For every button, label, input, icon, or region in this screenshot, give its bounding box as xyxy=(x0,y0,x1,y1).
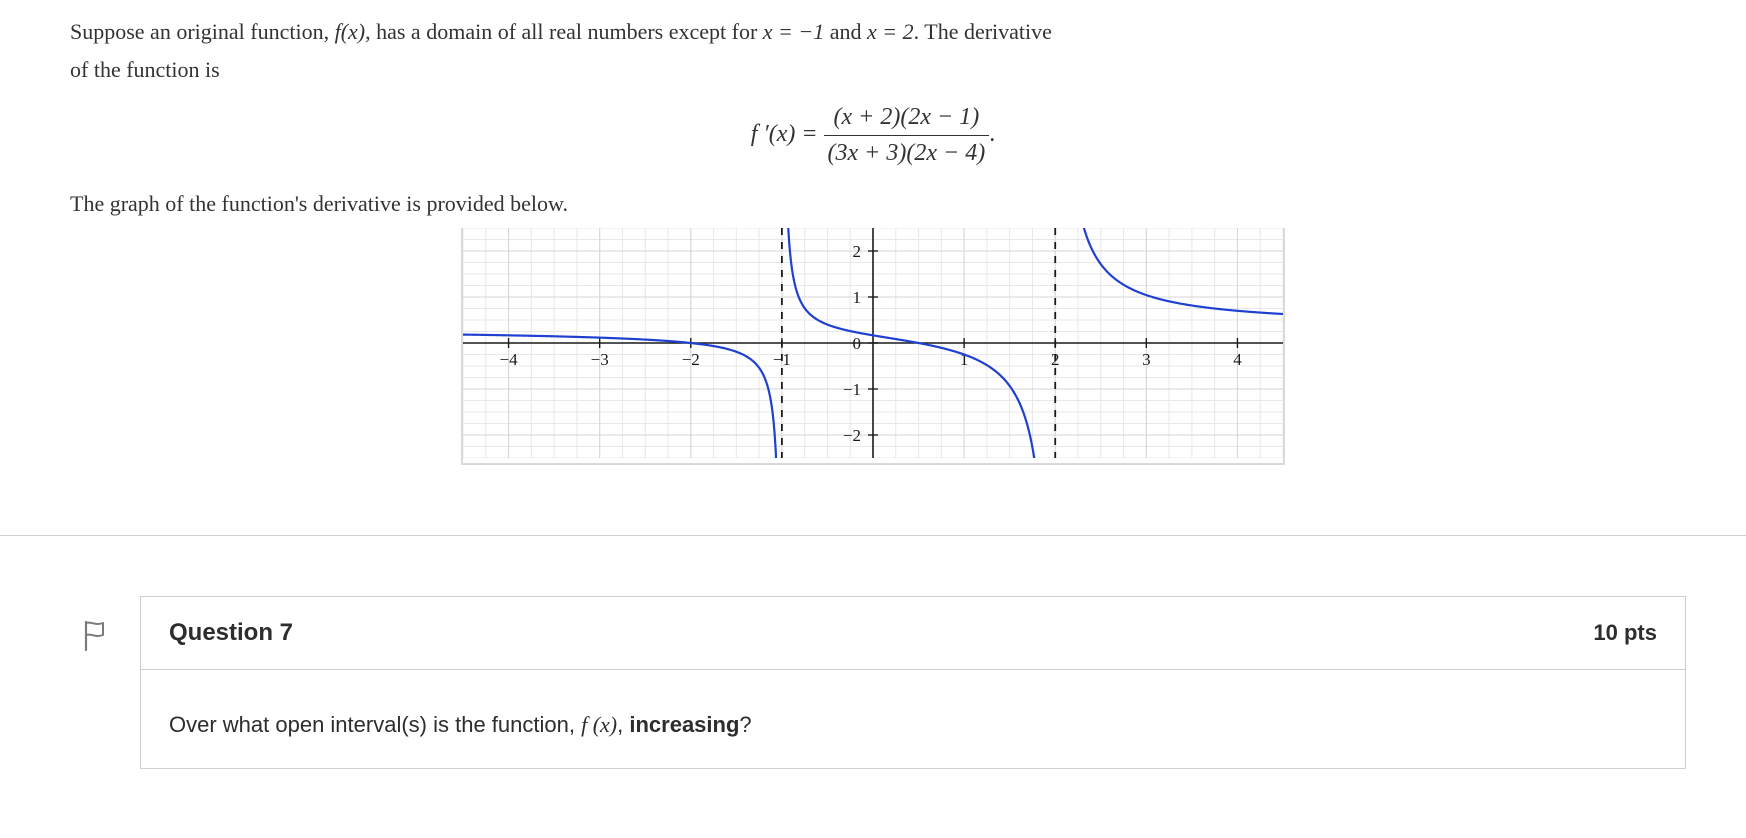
problem-statement: Suppose an original function, f(x), has … xyxy=(70,16,1676,220)
eq-numerator: (x + 2)(2x − 1) xyxy=(824,100,990,135)
math-fx: f (x) xyxy=(581,712,617,737)
eq-fraction: (x + 2)(2x − 1) (3x + 3)(2x − 4) xyxy=(824,100,990,171)
svg-text:3: 3 xyxy=(1142,350,1151,369)
eq-lhs: f ′(x) = xyxy=(751,121,824,147)
text: Suppose an original function, xyxy=(70,19,335,44)
derivative-graph: −4−3−2−11234−2−1012 xyxy=(463,228,1283,458)
question-points: 10 pts xyxy=(1593,620,1657,646)
svg-text:−2: −2 xyxy=(682,350,700,369)
section-divider xyxy=(0,535,1746,536)
math-cond1: x = −1 xyxy=(763,19,824,44)
svg-text:0: 0 xyxy=(853,334,862,353)
math-cond2: x = 2 xyxy=(867,19,914,44)
graph-frame: −4−3−2−11234−2−1012 xyxy=(461,228,1285,465)
question-body: Over what open interval(s) is the functi… xyxy=(141,670,1685,768)
text: , xyxy=(617,712,629,737)
svg-text:−1: −1 xyxy=(843,380,861,399)
svg-text:2: 2 xyxy=(1051,350,1060,369)
text: . The derivative xyxy=(914,19,1052,44)
text: and xyxy=(824,19,867,44)
svg-text:1: 1 xyxy=(853,288,862,307)
math-fx: f(x) xyxy=(335,19,366,44)
graph-container: −4−3−2−11234−2−1012 xyxy=(70,228,1676,465)
svg-text:−4: −4 xyxy=(500,350,519,369)
text: Over what open interval(s) is the functi… xyxy=(169,712,581,737)
svg-text:−1: −1 xyxy=(773,350,791,369)
problem-line-2: of the function is xyxy=(70,54,1676,86)
derivative-equation: f ′(x) = (x + 2)(2x − 1) (3x + 3)(2x − 4… xyxy=(70,100,1676,171)
svg-text:2: 2 xyxy=(853,242,862,261)
text: , has a domain of all real numbers excep… xyxy=(365,19,763,44)
eq-punct: . xyxy=(989,121,995,147)
eq-denominator: (3x + 3)(2x − 4) xyxy=(824,135,990,171)
svg-text:4: 4 xyxy=(1233,350,1242,369)
question-block: Question 7 10 pts Over what open interva… xyxy=(140,596,1686,769)
svg-text:−2: −2 xyxy=(843,426,861,445)
question-header: Question 7 10 pts xyxy=(141,597,1685,670)
question-number: Question 7 xyxy=(169,619,293,647)
problem-line-1: Suppose an original function, f(x), has … xyxy=(70,16,1676,48)
text: ? xyxy=(739,712,751,737)
svg-text:−3: −3 xyxy=(591,350,609,369)
flag-icon[interactable] xyxy=(81,619,109,658)
problem-line-3: The graph of the function's derivative i… xyxy=(70,188,1676,220)
text-bold: increasing xyxy=(629,712,739,737)
